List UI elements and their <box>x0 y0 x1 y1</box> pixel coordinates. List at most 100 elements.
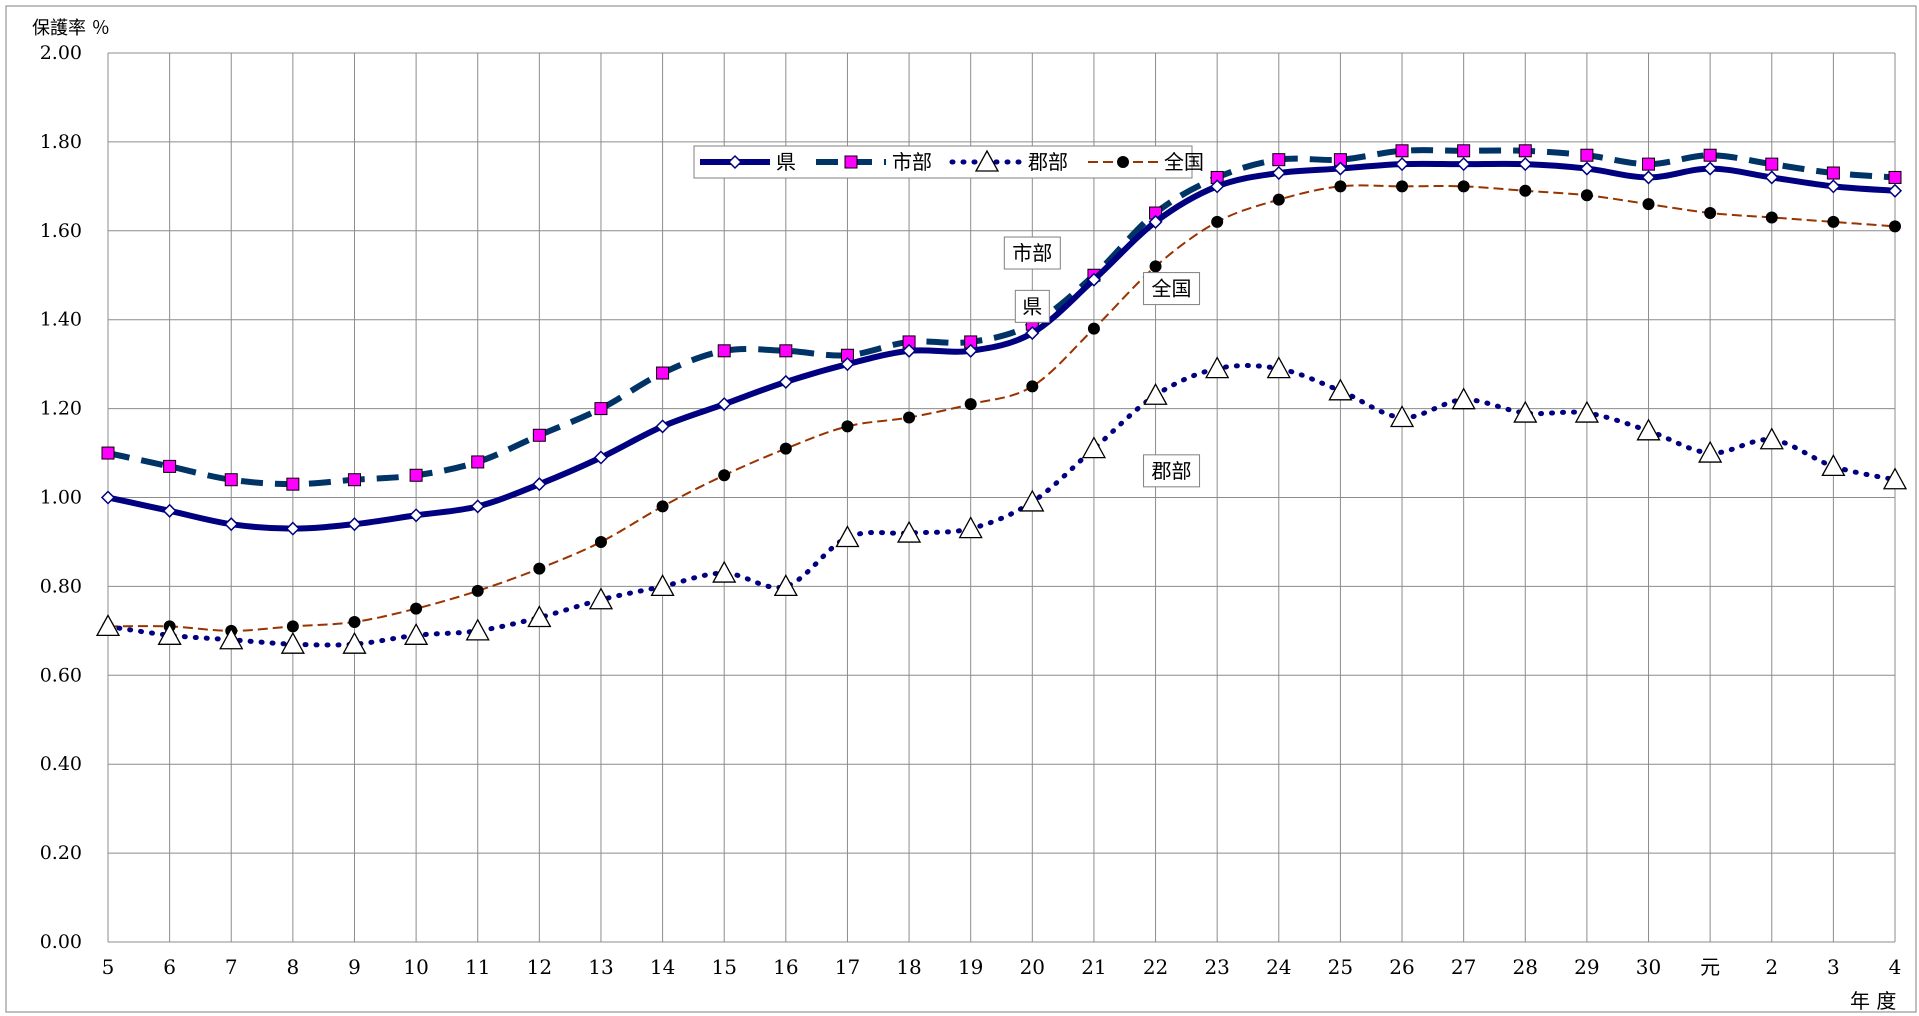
legend-swatch-marker <box>727 154 743 170</box>
data-point <box>1457 180 1470 193</box>
x-tick-label: 23 <box>1204 955 1229 979</box>
data-point <box>1826 179 1841 194</box>
data-point <box>1827 215 1840 228</box>
series-group <box>95 144 1908 654</box>
x-tick-label: 14 <box>650 955 675 979</box>
data-point <box>1513 400 1538 423</box>
annotation-box <box>1143 454 1201 488</box>
x-tick-label: 21 <box>1081 955 1106 979</box>
data-point <box>1395 144 1409 158</box>
data-point <box>219 627 244 650</box>
x-tick-label: 16 <box>773 955 798 979</box>
x-tick-label: 7 <box>225 955 238 979</box>
data-point <box>1457 144 1471 158</box>
data-point <box>471 584 484 597</box>
data-point <box>1025 325 1040 341</box>
data-point <box>1087 322 1100 335</box>
data-point <box>1451 387 1476 410</box>
data-point <box>656 500 669 513</box>
y-tick-label: 1.00 <box>40 487 82 509</box>
data-point <box>465 618 490 641</box>
legend-item: 県 <box>700 150 796 174</box>
data-point <box>286 620 299 633</box>
annotation-label: 全国 <box>1143 272 1201 306</box>
data-point <box>1642 198 1655 211</box>
data-point <box>527 605 552 628</box>
x-tick-label: 元 <box>1700 955 1720 979</box>
data-point <box>1272 153 1286 167</box>
data-point <box>224 517 239 532</box>
legend-swatch-marker <box>1117 156 1129 168</box>
annotation-box <box>1003 236 1061 270</box>
y-tick-label: 0.80 <box>40 575 82 597</box>
x-tick-label: 13 <box>588 955 613 979</box>
data-point <box>101 446 115 460</box>
y-tick-label: 1.40 <box>40 309 82 331</box>
annotation-label: 郡部 <box>1143 454 1201 488</box>
data-point <box>594 402 608 416</box>
data-point <box>1518 144 1532 158</box>
legend-item: 市部 <box>816 150 932 174</box>
data-point <box>717 397 732 412</box>
y-tick-label: 0.00 <box>40 931 82 953</box>
legend-item: 全国 <box>1088 150 1204 174</box>
annotation-text: 県 <box>1022 294 1042 318</box>
data-point <box>778 374 793 389</box>
x-tick-label: 20 <box>1020 955 1045 979</box>
data-point <box>717 344 731 358</box>
data-point <box>896 520 922 543</box>
data-point <box>347 517 362 532</box>
legend-label: 郡部 <box>1028 150 1068 174</box>
x-tick-label: 3 <box>1827 955 1840 979</box>
data-point <box>656 366 670 380</box>
data-point <box>1266 356 1291 379</box>
series-2 <box>101 144 1902 491</box>
data-point <box>162 503 177 518</box>
data-point <box>841 420 854 433</box>
data-point <box>655 419 670 434</box>
x-tick-label: 10 <box>403 955 428 979</box>
data-point <box>532 428 546 442</box>
data-point <box>1704 207 1717 220</box>
data-point <box>1698 440 1723 463</box>
data-point <box>1703 148 1717 162</box>
data-point <box>1888 170 1902 184</box>
y-tick-labels: 0.00 0.20 0.40 0.60 0.80 1.00 1.20 1.40 1.60 1.80… <box>40 42 82 953</box>
x-axis-label: 年 度 <box>1850 989 1896 1013</box>
x-tick-label: 25 <box>1328 955 1353 979</box>
data-point <box>1821 454 1846 477</box>
data-point <box>1889 220 1901 233</box>
series-1 <box>100 157 1903 536</box>
data-point <box>902 343 917 358</box>
data-point <box>157 622 182 645</box>
data-point <box>594 535 607 548</box>
data-point <box>348 615 361 628</box>
x-tick-label: 27 <box>1451 955 1476 979</box>
data-point <box>1765 211 1778 224</box>
data-point <box>903 411 916 424</box>
annotation-text: 市部 <box>1012 241 1052 265</box>
data-point <box>533 562 546 575</box>
data-point <box>835 525 860 548</box>
data-point <box>409 468 423 482</box>
data-point <box>1764 170 1779 185</box>
data-point <box>779 344 793 358</box>
data-point <box>1887 183 1903 198</box>
data-point <box>1389 405 1415 428</box>
x-tick-label: 17 <box>835 955 860 979</box>
data-point <box>163 459 177 473</box>
legend-swatch-marker <box>974 149 1000 172</box>
y-tick-label: 1.20 <box>40 398 82 420</box>
data-point <box>1211 215 1224 228</box>
data-point <box>593 450 609 465</box>
legend-label: 市部 <box>892 150 932 174</box>
x-tick-label: 15 <box>711 955 736 979</box>
data-point <box>410 602 423 615</box>
data-point <box>1143 382 1168 405</box>
data-point <box>1882 467 1908 490</box>
data-point <box>1333 161 1348 176</box>
x-tick-label: 6 <box>163 955 176 979</box>
y-tick-label: 1.60 <box>40 220 82 242</box>
